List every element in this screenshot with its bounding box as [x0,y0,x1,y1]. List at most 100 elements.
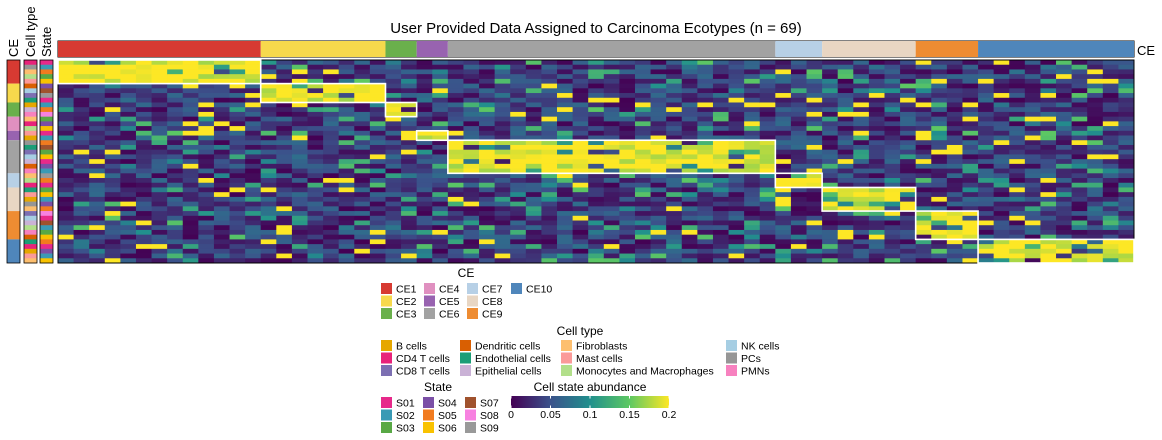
heatmap-cell [151,102,168,108]
heatmap-cell [213,182,230,188]
heatmap-cell [276,206,293,212]
heatmap-cell [681,154,698,160]
heatmap-cell [494,97,511,103]
heatmap-cell [463,234,480,240]
row-annotation-state [40,154,53,160]
heatmap-cell [276,149,293,155]
heatmap-cell [338,258,355,264]
heatmap-cell [946,211,963,217]
heatmap-cell [588,178,605,184]
heatmap-cell [681,182,698,188]
heatmap-cell [1087,126,1104,132]
heatmap-cell [619,111,636,118]
heatmap-cell [728,229,745,236]
heatmap-cell [884,178,901,184]
heatmap-cell [822,97,839,103]
heatmap-cell [837,140,854,146]
heatmap-cell [479,192,496,198]
heatmap-cell [354,121,371,127]
heatmap-cell [744,244,761,250]
heatmap-cell [557,253,574,259]
heatmap-cell [182,239,199,245]
heatmap-cell [1024,192,1041,198]
heatmap-cell [416,88,433,94]
heatmap-cell [666,154,683,160]
heatmap-cell [603,149,620,155]
heatmap-cell [213,201,230,207]
heatmap-cell [479,168,496,174]
heatmap-cell [245,244,262,250]
heatmap-cell [853,201,870,207]
heatmap-cell [1087,78,1104,85]
heatmap-cell [338,229,355,236]
heatmap-cell [198,93,215,99]
heatmap-cell [276,64,293,70]
heatmap-cell [915,154,932,160]
heatmap-cell [401,140,418,146]
row-annotation-state [40,93,53,99]
heatmap-cell [853,168,870,174]
heatmap-cell [603,234,620,240]
heatmap-cell [1009,78,1026,85]
heatmap-cell [104,239,121,245]
heatmap-cell [1118,225,1135,231]
heatmap-cell [104,107,121,113]
heatmap-cell [73,102,90,108]
heatmap-cell [338,78,355,85]
heatmap-cell [58,192,74,198]
heatmap-cell [650,135,667,141]
heatmap-cell [213,135,230,141]
heatmap-cell [634,64,651,70]
heatmap-cell [541,88,558,94]
heatmap-cell [557,178,574,184]
heatmap-cell [822,140,839,146]
heatmap-cell [868,206,885,212]
heatmap-cell [198,130,215,136]
heatmap-cell [603,163,620,169]
heatmap-cell [822,244,839,250]
heatmap-cell [432,187,449,193]
heatmap-cell [89,220,106,226]
heatmap-cell [790,182,807,188]
heatmap-cell [447,225,464,231]
heatmap-cell [650,225,667,231]
heatmap-cell [291,196,308,203]
heatmap-cell [666,225,683,231]
heatmap-cell [354,206,371,212]
heatmap-cell [1087,229,1104,236]
heatmap-cell [213,178,230,184]
heatmap-cell [744,88,761,94]
heatmap-cell [463,182,480,188]
heatmap-cell [276,211,293,217]
heatmap-cell [853,206,870,212]
heatmap-cell [790,187,807,193]
heatmap-cell [697,121,714,127]
heatmap-cell [962,239,979,245]
heatmap-cell [120,211,137,217]
heatmap-cell [712,93,729,99]
heatmap-cell [1087,60,1104,66]
heatmap-cell [494,248,511,254]
heatmap-cell [634,121,651,127]
heatmap-cell [775,140,792,146]
heatmap-cell [1056,187,1073,193]
heatmap-cell [354,78,371,85]
heatmap-cell [120,234,137,240]
heatmap-cell [946,130,963,136]
heatmap-cell [525,159,542,165]
heatmap-cell [541,173,558,179]
heatmap-cell [1118,196,1135,203]
heatmap-cell [1087,258,1104,264]
heatmap-cell [213,140,230,146]
heatmap-cell [338,196,355,203]
heatmap-cell [323,140,340,146]
heatmap-cell [634,244,651,250]
heatmap-cell [1009,239,1026,245]
heatmap-cell [666,135,683,141]
heatmap-cell [868,239,885,245]
heatmap-cell [588,229,605,236]
heatmap-cell [1040,69,1057,75]
heatmap-cell [712,69,729,75]
heatmap-cell [822,74,839,80]
heatmap-cell [1071,121,1088,127]
